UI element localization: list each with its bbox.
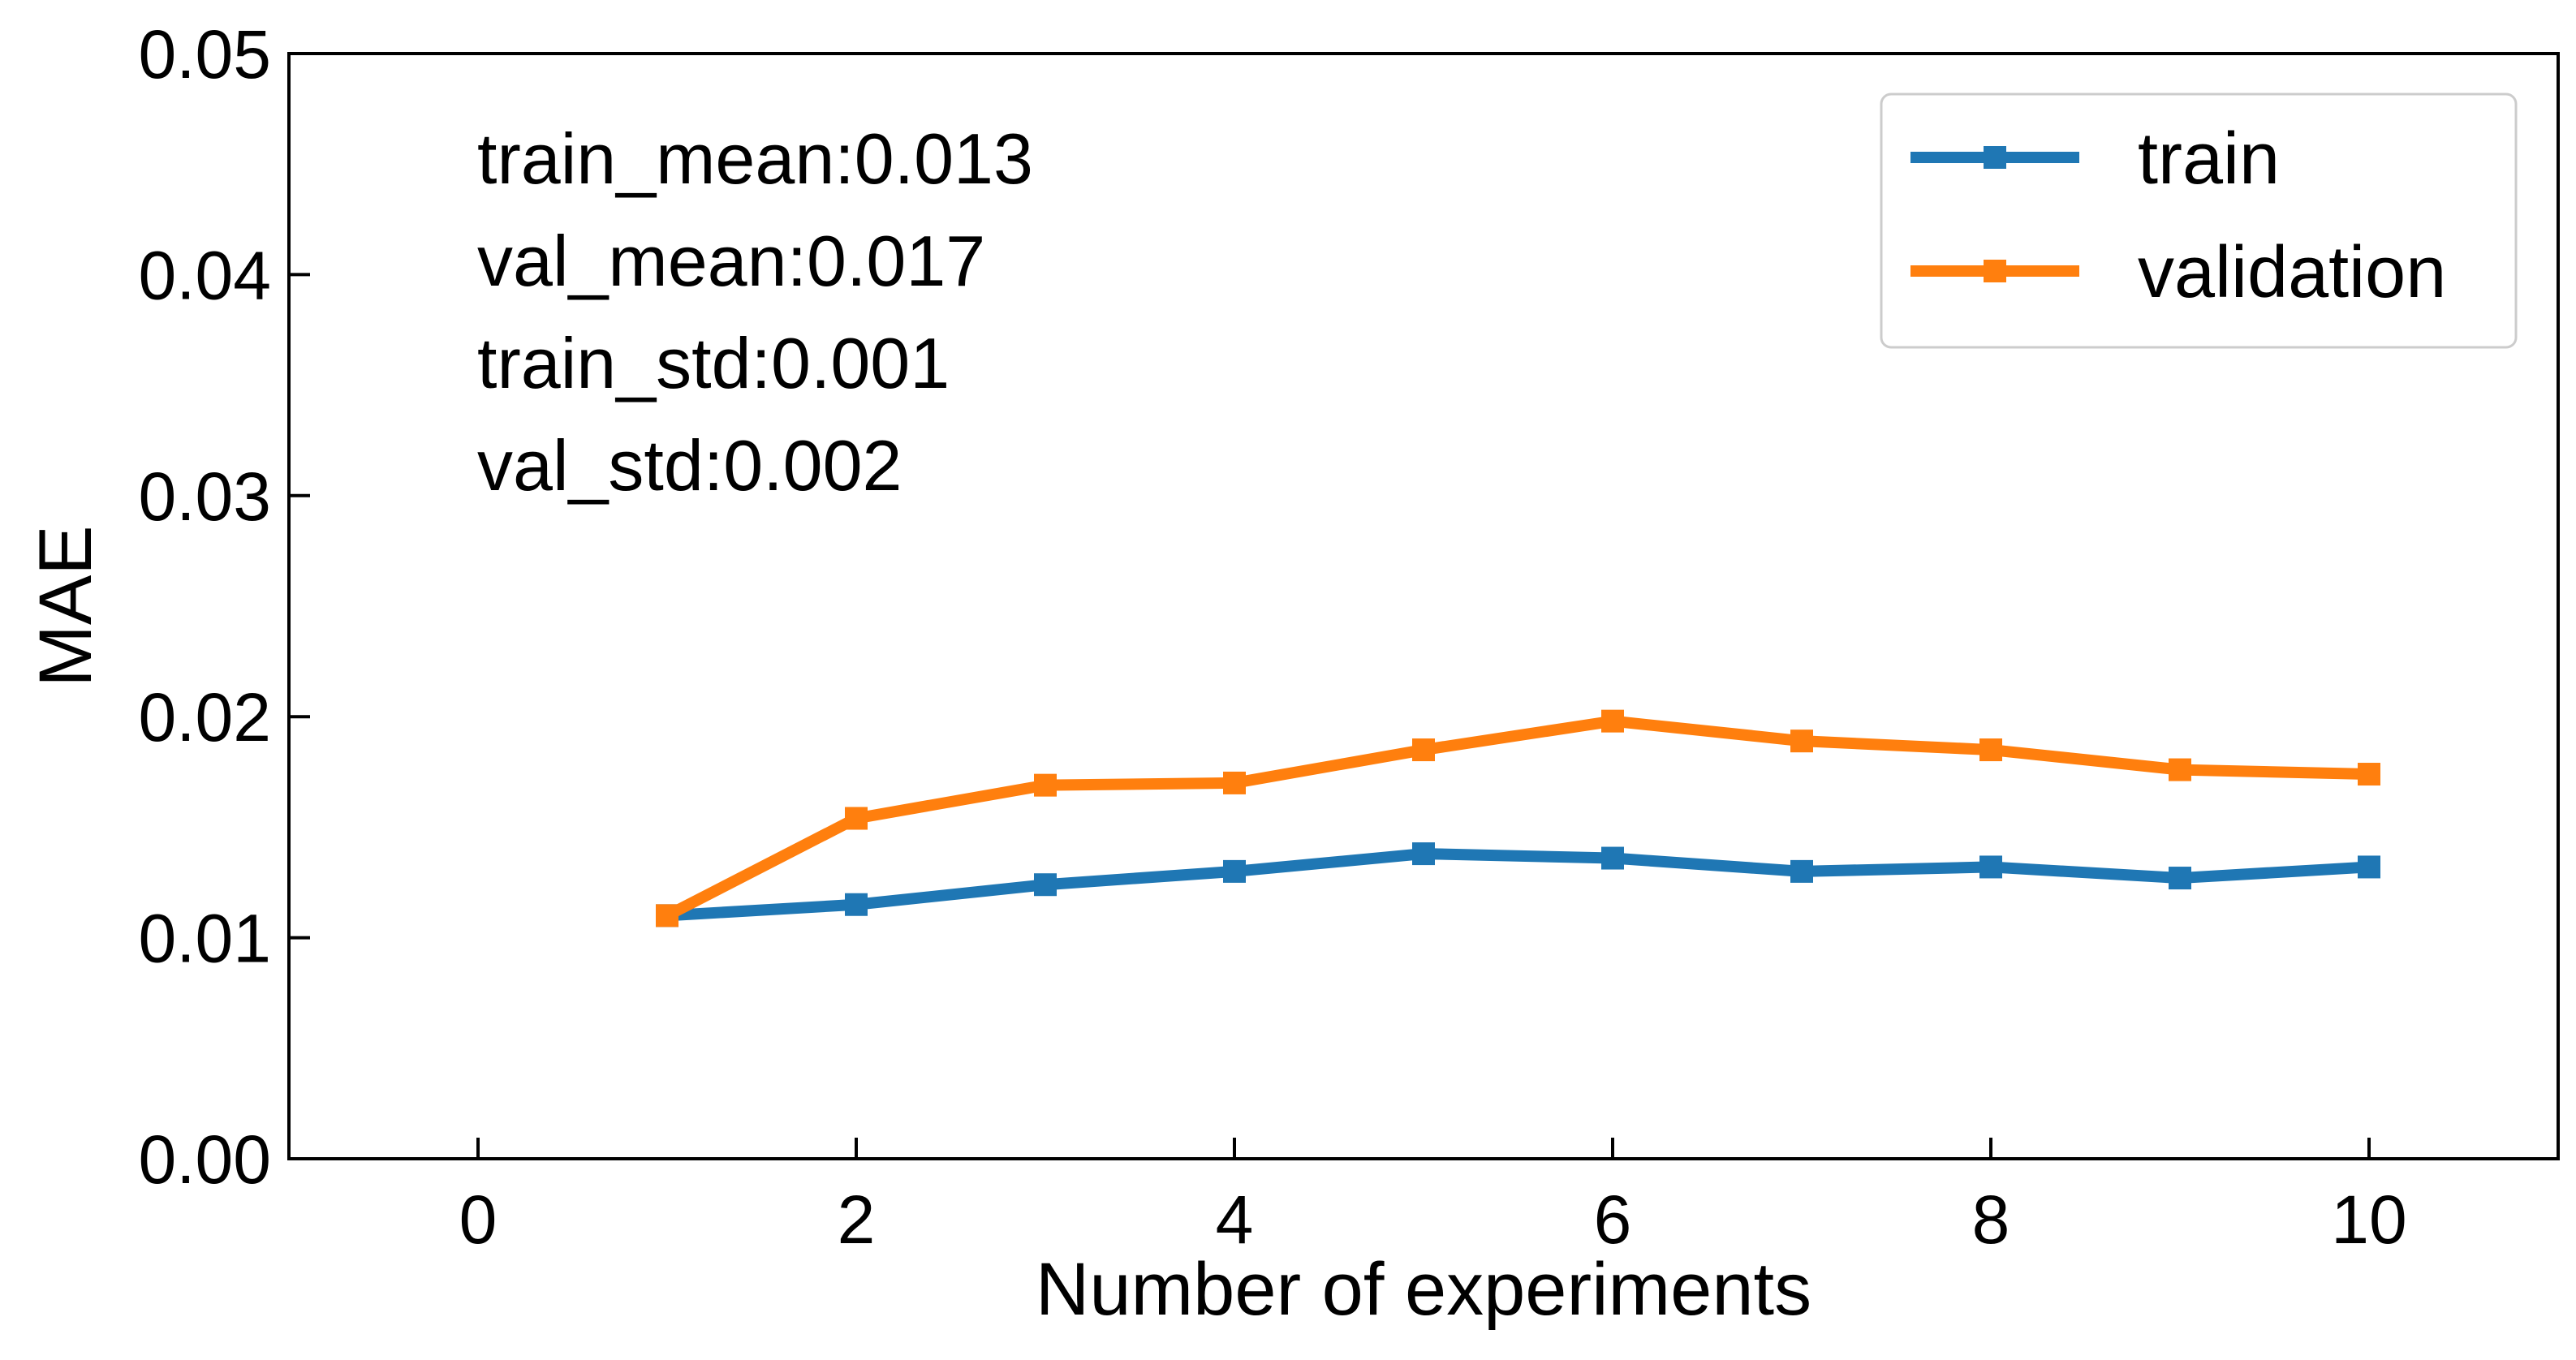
data-point-train xyxy=(2169,867,2191,890)
data-point-validation xyxy=(1979,738,2002,762)
y-axis-title: MAE xyxy=(24,525,107,686)
data-point-train xyxy=(1034,873,1057,897)
data-point-validation xyxy=(1601,709,1624,733)
data-point-train xyxy=(1601,846,1624,870)
legend-item-train: train xyxy=(1910,118,2280,200)
data-point-train xyxy=(845,893,868,916)
y-tick-label: 0.05 xyxy=(139,16,272,93)
x-tick-label: 0 xyxy=(459,1181,498,1258)
legend-label-train: train xyxy=(2138,118,2280,200)
legend-marker-train xyxy=(1984,146,2006,169)
series-line-validation xyxy=(664,715,2370,921)
x-axis-title: Number of experiments xyxy=(1036,1248,1811,1331)
y-tick-label: 0.01 xyxy=(139,901,272,977)
data-point-validation xyxy=(845,807,868,830)
data-point-validation xyxy=(1790,729,1813,753)
annotation-train-std: train_std:0.001 xyxy=(477,323,950,403)
y-tick-label: 0.04 xyxy=(139,237,272,313)
y-tick-label: 0.00 xyxy=(139,1121,272,1198)
annotation-val-std: val_std:0.002 xyxy=(477,425,902,506)
data-point-train xyxy=(1412,842,1435,866)
legend: train validation xyxy=(1880,93,2518,349)
series-validation xyxy=(656,709,2380,927)
data-point-validation xyxy=(1034,773,1057,797)
x-tick-label: 6 xyxy=(1594,1181,1632,1258)
data-point-validation xyxy=(656,904,678,927)
data-point-train xyxy=(1223,859,1246,883)
data-point-validation xyxy=(2169,758,2191,781)
data-point-validation xyxy=(1412,738,1435,762)
x-tick-label: 2 xyxy=(838,1181,876,1258)
x-axis-ticks: 0 2 4 6 8 10 xyxy=(459,1138,2407,1258)
series-layer xyxy=(656,709,2380,927)
data-point-validation xyxy=(2358,763,2380,786)
annotation-train-mean: train_mean:0.013 xyxy=(477,118,1033,199)
y-tick-label: 0.02 xyxy=(139,679,272,755)
data-point-validation xyxy=(1223,771,1246,794)
data-point-train xyxy=(2358,855,2380,879)
legend-label-validation: validation xyxy=(2138,232,2446,313)
y-axis-ticks: 0.00 0.01 0.02 0.03 0.04 0.05 xyxy=(139,16,310,1198)
legend-item-validation: validation xyxy=(1910,232,2446,313)
stats-annotations: train_mean:0.013 val_mean:0.017 train_st… xyxy=(477,118,1033,506)
plot-frame xyxy=(287,52,2560,1160)
x-tick-label: 8 xyxy=(1972,1181,2010,1258)
data-point-train xyxy=(1979,855,2002,879)
legend-marker-validation xyxy=(1984,260,2006,282)
x-tick-label: 10 xyxy=(2331,1181,2406,1258)
series-line-train xyxy=(666,848,2370,922)
y-tick-label: 0.03 xyxy=(139,458,272,535)
data-point-train xyxy=(1790,859,1813,883)
x-tick-label: 4 xyxy=(1216,1181,1254,1258)
annotation-val-mean: val_mean:0.017 xyxy=(477,221,985,301)
